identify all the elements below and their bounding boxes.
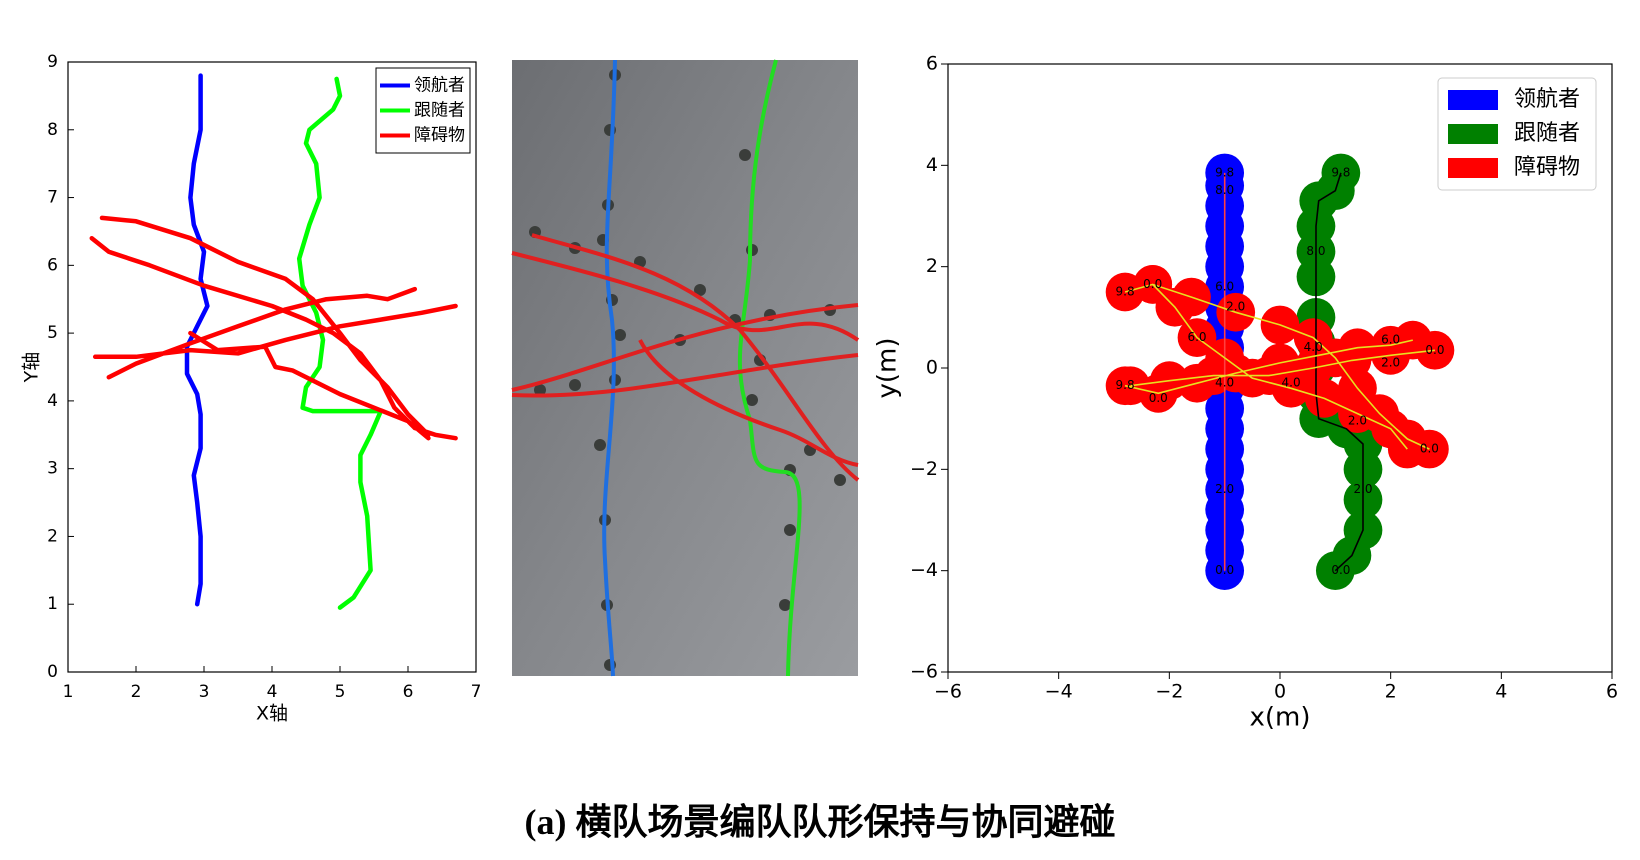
y-axis-label: y(m) xyxy=(873,337,903,398)
time-label: 0.0 xyxy=(1425,343,1444,357)
series-line xyxy=(89,215,458,441)
chart-scatter: −6 −4 −2 0 2 4 6 −6 −4 −2 0 2 4 6 x(m) y(m) 0.0 2.0 4.0 6.0… xyxy=(873,53,1619,733)
legend-label: 领航者 xyxy=(414,76,465,96)
time-label: 4.0 xyxy=(1282,376,1301,390)
x-tick-label: 4 xyxy=(267,682,278,702)
x-tick-label: 4 xyxy=(1495,681,1507,703)
y-tick-label: 4 xyxy=(926,154,938,176)
time-label: 0.0 xyxy=(1331,563,1350,577)
time-label: 9.8 xyxy=(1116,285,1135,299)
x-axis-label: X轴 xyxy=(256,703,288,725)
y-tick-label: 3 xyxy=(47,459,58,479)
x-tick-label: 7 xyxy=(471,682,482,702)
time-label: 8.0 xyxy=(1306,244,1325,258)
time-label: 9.8 xyxy=(1215,165,1234,179)
x-tick-label: 2 xyxy=(131,682,142,702)
trajectory-line xyxy=(1124,283,1435,450)
legend-label: 障碍物 xyxy=(1514,155,1580,180)
time-label: 0.0 xyxy=(1215,563,1234,577)
legend-swatch xyxy=(1448,90,1498,110)
legend-label: 领航者 xyxy=(1514,87,1580,112)
time-label: 6.0 xyxy=(1381,333,1400,347)
time-label: 6.0 xyxy=(1215,279,1234,293)
caption-label: (a) xyxy=(525,802,567,842)
time-label: 2.0 xyxy=(1215,482,1234,496)
x-axis-label: x(m) xyxy=(1249,703,1310,733)
time-label: 0.0 xyxy=(1143,277,1162,291)
y-tick-label: 2 xyxy=(47,526,58,546)
y-tick-label: 8 xyxy=(47,120,58,140)
caption: (a) 横队场景编队队形保持与协同避碰 xyxy=(525,802,1116,842)
x-tick-label: 2 xyxy=(1385,681,1397,703)
y-tick-label: 0 xyxy=(926,357,938,379)
y-tick-label: 4 xyxy=(47,391,58,411)
y-tick-label: 0 xyxy=(47,662,58,682)
y-tick-label: −4 xyxy=(910,559,938,581)
x-tick-label: −2 xyxy=(1155,681,1183,703)
y-tick-label: 1 xyxy=(47,594,58,614)
time-label: 2.0 xyxy=(1381,355,1400,369)
time-label: 9.8 xyxy=(1331,165,1350,179)
plot-frame xyxy=(67,61,477,673)
x-tick-label: 5 xyxy=(335,682,346,702)
time-label: 2.0 xyxy=(1226,300,1245,314)
time-label: 0.0 xyxy=(1149,391,1168,405)
y-tick-label: −2 xyxy=(910,458,938,480)
time-label: 2.0 xyxy=(1348,414,1367,428)
x-tick-label: 1 xyxy=(63,682,74,702)
caption-text: 横队场景编队队形保持与协同避碰 xyxy=(575,802,1115,842)
x-tick-label: −4 xyxy=(1045,681,1073,703)
y-tick-label: 2 xyxy=(926,255,938,277)
photo-trails xyxy=(511,59,860,677)
y-tick-label: 7 xyxy=(47,188,58,208)
time-label: 4.0 xyxy=(1215,376,1234,390)
trajectory-line xyxy=(1315,172,1364,572)
y-axis-label: Y轴 xyxy=(21,352,43,384)
time-label: 8.0 xyxy=(1215,183,1234,197)
series-line xyxy=(296,76,384,610)
time-label: 2.0 xyxy=(1353,482,1372,496)
y-tick-label: −6 xyxy=(910,661,938,683)
time-label: 6.0 xyxy=(1187,330,1206,344)
time-label: 0.0 xyxy=(1420,442,1439,456)
x-tick-label: −6 xyxy=(934,681,962,703)
trajectory-marker xyxy=(1111,366,1150,406)
x-tick-label: 6 xyxy=(1606,681,1618,703)
y-tick-label: 6 xyxy=(47,255,58,275)
legend-label: 障碍物 xyxy=(414,126,465,146)
legend-label: 跟随者 xyxy=(1514,121,1580,146)
photo-panel xyxy=(511,59,860,677)
trajectory-marker xyxy=(1415,330,1455,370)
y-tick-label: 9 xyxy=(47,52,58,72)
x-tick-label: 0 xyxy=(1274,681,1286,703)
legend-swatch xyxy=(1448,158,1498,178)
photo-background xyxy=(512,60,858,676)
time-label: 9.8 xyxy=(1116,378,1135,392)
y-tick-label: 6 xyxy=(926,53,938,75)
time-label: 4.0 xyxy=(1304,340,1323,354)
plot-frame xyxy=(947,63,1613,673)
y-tick-label: 5 xyxy=(47,323,58,343)
legend-label: 跟随者 xyxy=(414,101,465,121)
legend-swatch xyxy=(1448,124,1498,144)
x-tick-label: 6 xyxy=(403,682,414,702)
x-tick-label: 3 xyxy=(199,682,210,702)
